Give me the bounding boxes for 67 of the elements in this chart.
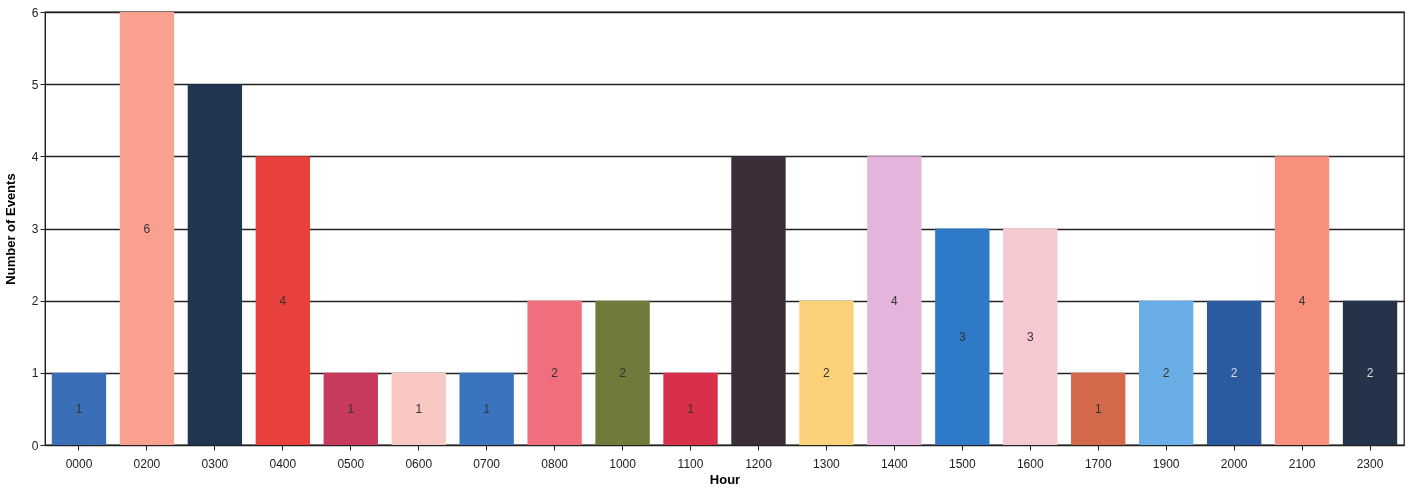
y-axis-title: Number of Events bbox=[2, 173, 18, 285]
data-label: 4 bbox=[279, 293, 287, 308]
data-label: 2 bbox=[1230, 365, 1238, 380]
data-label: 2 bbox=[551, 365, 559, 380]
bar bbox=[731, 156, 786, 445]
bar bbox=[1138, 300, 1194, 445]
data-label: 2 bbox=[1366, 365, 1374, 380]
x-tick-label: 0300 bbox=[201, 456, 229, 471]
bar bbox=[867, 156, 922, 445]
y-tick-label: 2 bbox=[31, 294, 39, 309]
y-tick-label: 1 bbox=[31, 366, 39, 381]
bar bbox=[323, 372, 378, 445]
bar bbox=[1274, 156, 1330, 445]
data-label: 1 bbox=[415, 401, 423, 416]
bar bbox=[1206, 300, 1262, 445]
bar bbox=[1342, 300, 1398, 445]
bar bbox=[51, 372, 107, 445]
data-label: 3 bbox=[958, 329, 966, 344]
x-tick-label: 1900 bbox=[1152, 456, 1180, 471]
data-label: 3 bbox=[1026, 329, 1034, 344]
y-tick-label: 4 bbox=[31, 149, 39, 164]
data-label: 6 bbox=[143, 221, 151, 236]
y-tick-label: 5 bbox=[31, 77, 39, 92]
x-tick-label: 0400 bbox=[269, 456, 297, 471]
x-tick-label: 1000 bbox=[609, 456, 637, 471]
x-tick-label: 1500 bbox=[948, 456, 976, 471]
y-tick-label: 3 bbox=[31, 222, 39, 236]
x-tick-label: 0700 bbox=[473, 456, 501, 471]
x-tick-label: 0000 bbox=[65, 456, 93, 471]
data-label: 1 bbox=[1094, 401, 1102, 416]
bar bbox=[799, 300, 854, 445]
x-tick-label: 0500 bbox=[337, 456, 365, 471]
bar bbox=[595, 300, 650, 445]
y-tick-label: 0 bbox=[31, 438, 39, 453]
bar bbox=[255, 156, 311, 445]
data-label: 2 bbox=[823, 365, 831, 380]
bar bbox=[391, 372, 446, 445]
data-label: 1 bbox=[687, 401, 695, 416]
bar bbox=[1071, 372, 1126, 445]
x-tick-label: 1700 bbox=[1084, 456, 1112, 471]
x-tick-label: 1100 bbox=[677, 456, 704, 471]
x-tick-label: 0800 bbox=[541, 456, 569, 471]
x-tick-label: 2100 bbox=[1288, 456, 1316, 471]
x-tick-label: 2000 bbox=[1220, 456, 1248, 471]
bar bbox=[459, 372, 514, 445]
bar bbox=[527, 300, 582, 445]
y-tick-label: 6 bbox=[31, 5, 39, 20]
bar bbox=[1003, 228, 1058, 445]
bar bbox=[119, 12, 175, 445]
bar bbox=[935, 228, 990, 445]
data-label: 1 bbox=[347, 401, 355, 416]
data-label: 1 bbox=[483, 401, 491, 416]
data-label: 2 bbox=[1162, 365, 1170, 380]
x-tick-label: 1600 bbox=[1016, 456, 1044, 471]
data-label: 2 bbox=[619, 365, 627, 380]
x-tick-label: 0200 bbox=[133, 456, 161, 471]
x-tick-label: 2300 bbox=[1356, 456, 1384, 471]
x-tick-label: 1300 bbox=[813, 456, 841, 471]
x-tick-label: 0600 bbox=[405, 456, 433, 471]
x-axis-title: Hour bbox=[709, 471, 741, 487]
data-label: 4 bbox=[1298, 293, 1306, 308]
x-tick-label: 1200 bbox=[745, 456, 773, 471]
x-tick-label: 1400 bbox=[881, 456, 909, 471]
data-label: 1 bbox=[75, 401, 83, 416]
data-label: 4 bbox=[891, 293, 899, 308]
bar bbox=[187, 84, 243, 445]
bar bbox=[663, 372, 718, 445]
